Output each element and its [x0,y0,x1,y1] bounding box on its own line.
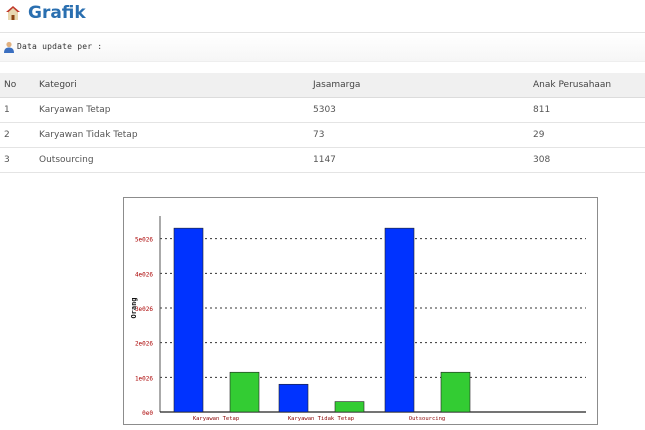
y-tick-label: 2e026 [135,341,153,348]
bar-chart: 0e0 1e026 2e026 3e026 4e026 5e026 Orang Karyawa… [123,197,598,425]
bar [384,227,415,413]
cell-no: 3 [0,147,39,173]
cell-kategori: Outsourcing [39,147,313,173]
y-tick-label: 1e026 [135,375,153,382]
table-row: 2 Karyawan Tidak Tetap 73 29 [0,122,645,148]
update-bar [0,33,645,62]
table-row: 1 Karyawan Tetap 5303 811 [0,97,645,123]
user-icon [4,41,14,53]
bar [229,371,260,413]
column-header-anak-perusahaan: Anak Perusahaan [533,73,645,98]
page-header: Grafik [0,0,645,33]
cell-anak-perusahaan: 29 [533,122,645,148]
bar [334,401,365,413]
column-header-kategori: Kategori [39,73,313,98]
table-header-row: No Kategori Jasamarga Anak Perusahaan [0,73,645,98]
home-icon [6,6,20,20]
data-update-label: Data update per : [17,42,103,51]
chart-canvas: 0e0 1e026 2e026 3e026 4e026 5e026 Orang Karyawa… [130,216,586,422]
x-category-label: Karyawan Tetap [193,416,239,422]
x-category-label: Outsourcing [409,416,445,422]
cell-no: 2 [0,122,39,148]
y-tick-label: 3e026 [135,306,153,313]
table-row: 3 Outsourcing 1147 308 [0,147,645,173]
column-header-no: No [0,73,39,98]
bar [278,383,309,413]
cell-jasamarga: 1147 [313,147,533,173]
y-axis-label: Orang [130,297,138,318]
cell-anak-perusahaan: 308 [533,147,645,173]
cell-no: 1 [0,97,39,123]
cell-anak-perusahaan: 811 [533,97,645,123]
y-tick-label: 4e026 [135,271,153,278]
page-title: Grafik [28,3,86,23]
summary-table: No Kategori Jasamarga Anak Perusahaan 1 … [0,73,645,173]
cell-kategori: Karyawan Tidak Tetap [39,122,313,148]
cell-jasamarga: 5303 [313,97,533,123]
column-header-jasamarga: Jasamarga [313,73,533,98]
cell-jasamarga: 73 [313,122,533,148]
y-tick-label: 0e0 [142,410,153,417]
bar [440,371,471,413]
cell-kategori: Karyawan Tetap [39,97,313,123]
x-category-label: Karyawan Tidak Tetap [288,416,354,422]
y-tick-label: 5e026 [135,237,153,244]
bar [173,227,204,413]
